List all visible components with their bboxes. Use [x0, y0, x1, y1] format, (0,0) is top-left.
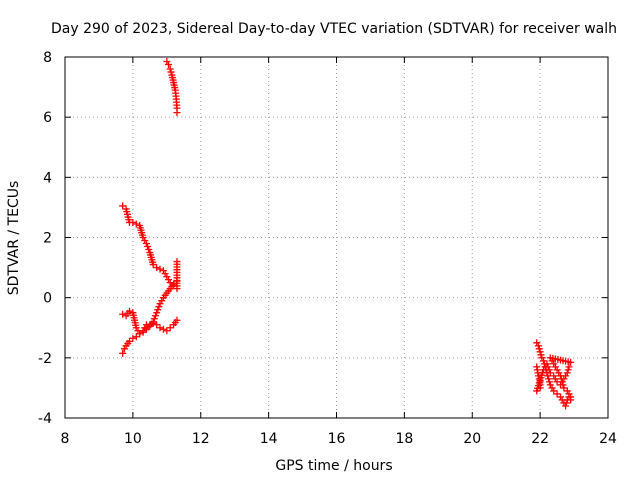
data-point: [132, 333, 140, 341]
data-point: [136, 330, 144, 338]
data-point: [173, 109, 181, 117]
data-point: [170, 280, 178, 288]
x-tick-label: 14: [260, 431, 278, 447]
data-point: [146, 321, 154, 329]
y-tick-label: 6: [43, 110, 52, 126]
y-tick-label: 8: [43, 50, 52, 66]
data-point: [153, 264, 161, 272]
data-point: [567, 396, 575, 404]
data-point: [562, 399, 570, 407]
data-point: [546, 369, 554, 377]
data-point: [166, 65, 174, 73]
data-point: [543, 360, 551, 368]
data-point: [544, 363, 552, 371]
data-point: [540, 357, 548, 365]
y-tick-label: -4: [38, 411, 52, 427]
data-point: [144, 243, 152, 251]
x-tick-label: 16: [328, 431, 346, 447]
data-point: [173, 258, 181, 266]
data-point: [125, 337, 133, 345]
y-tick-label: -2: [38, 351, 52, 367]
data-point: [563, 369, 571, 377]
x-tick-label: 20: [463, 431, 481, 447]
data-point: [535, 345, 543, 353]
data-point: [545, 375, 553, 383]
data-point: [156, 265, 164, 273]
data-point: [536, 348, 544, 356]
data-points: [119, 58, 575, 410]
y-tick-label: 2: [43, 231, 52, 247]
data-point: [129, 334, 137, 342]
y-axis-label: SDTVAR / TECUs: [6, 181, 22, 296]
data-point: [564, 366, 572, 374]
data-point: [173, 277, 181, 285]
data-point: [550, 387, 558, 395]
data-point: [159, 325, 167, 333]
data-point: [125, 307, 133, 315]
data-point: [155, 303, 163, 311]
y-tick-label: 4: [43, 170, 52, 186]
data-point: [139, 328, 147, 336]
data-point: [154, 306, 162, 314]
data-point: [129, 218, 137, 226]
data-point: [163, 327, 171, 335]
data-point: [149, 319, 157, 327]
data-point: [545, 366, 553, 374]
data-point: [545, 378, 553, 386]
data-point: [166, 279, 174, 287]
data-point: [167, 68, 175, 76]
x-tick-label: 24: [599, 431, 617, 447]
x-tick-label: 12: [192, 431, 210, 447]
data-point: [173, 316, 181, 324]
data-point: [119, 310, 127, 318]
axis-ticks: [64, 56, 609, 419]
y-tick-label: 0: [43, 291, 52, 307]
data-point: [558, 378, 566, 386]
x-tick-label: 10: [124, 431, 142, 447]
data-point: [556, 372, 564, 380]
data-point: [553, 390, 561, 398]
data-point: [562, 402, 570, 410]
data-point: [565, 363, 573, 371]
data-point: [149, 261, 157, 269]
x-axis-label: GPS time / hours: [275, 458, 392, 474]
data-point: [537, 351, 545, 359]
data-point: [165, 61, 173, 69]
data-point: [145, 246, 153, 254]
x-tick-label: 18: [395, 431, 413, 447]
x-tick-labels: 8 10 12 14 16 18 20 22 24: [61, 431, 617, 447]
data-point: [119, 349, 127, 357]
data-point: [119, 202, 127, 210]
grid-lines: [65, 57, 608, 418]
data-point: [132, 220, 140, 228]
data-point: [150, 315, 158, 323]
data-point: [559, 381, 567, 389]
data-point: [142, 240, 150, 248]
data-point: [153, 309, 161, 317]
data-point: [152, 312, 159, 320]
data-point: [156, 324, 164, 332]
x-tick-label: 22: [531, 431, 549, 447]
data-point: [166, 324, 174, 332]
chart-title: Day 290 of 2023, Sidereal Day-to-day VTE…: [51, 21, 617, 37]
x-tick-label: 8: [61, 431, 70, 447]
data-point: [560, 384, 568, 392]
y-tick-labels: -4 -2 0 2 4 6 8: [38, 50, 52, 427]
data-point: [534, 342, 542, 350]
data-point: [153, 321, 161, 329]
data-point: [557, 375, 565, 383]
